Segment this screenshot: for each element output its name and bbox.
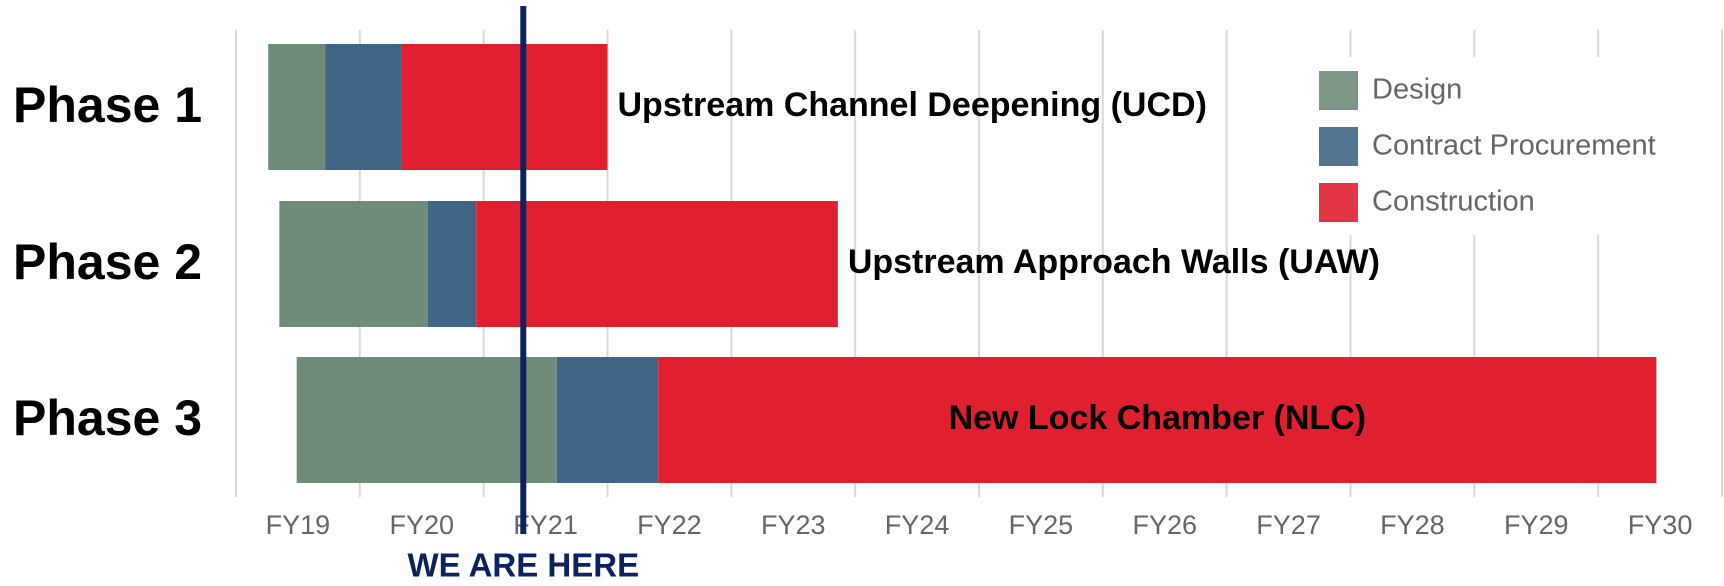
legend-background	[1309, 57, 1720, 235]
bar-segment	[556, 357, 659, 483]
x-tick-label: FY26	[1132, 510, 1197, 540]
x-tick-label: FY28	[1380, 510, 1445, 540]
legend-swatch	[1319, 71, 1358, 110]
bar-segment	[427, 201, 477, 327]
x-tick-label: FY23	[761, 510, 826, 540]
phase-label: Phase 1	[13, 77, 202, 133]
bar-label: Upstream Channel Deepening (UCD)	[618, 86, 1207, 124]
legend-label: Design	[1372, 74, 1462, 106]
phase-label: Phase 2	[13, 234, 202, 290]
x-tick-label: FY24	[885, 510, 950, 540]
x-tick-label: FY22	[637, 510, 702, 540]
bar-segment	[325, 44, 402, 170]
legend-swatch	[1319, 127, 1358, 166]
x-tick-label: FY27	[1256, 510, 1321, 540]
bar-segment	[279, 201, 428, 327]
phase-label: Phase 3	[13, 390, 202, 446]
legend-swatch	[1319, 183, 1358, 222]
marker-label: WE ARE HERE	[407, 547, 639, 584]
legend-label: Construction	[1372, 186, 1535, 218]
bar-label: Upstream Approach Walls (UAW)	[848, 243, 1380, 281]
bar-label: New Lock Chamber (NLC)	[949, 399, 1367, 437]
bar-segment	[476, 201, 838, 327]
bar-segment	[401, 44, 608, 170]
x-tick-label: FY19	[266, 510, 331, 540]
x-tick-label: FY29	[1504, 510, 1569, 540]
x-tick-label: FY20	[389, 510, 454, 540]
bar-segment	[658, 357, 1657, 483]
bar-segment	[296, 357, 557, 483]
bar-segment	[268, 44, 326, 170]
x-tick-label: FY25	[1009, 510, 1074, 540]
x-tick-label: FY30	[1628, 510, 1693, 540]
legend-label: Contract Procurement	[1372, 130, 1656, 162]
